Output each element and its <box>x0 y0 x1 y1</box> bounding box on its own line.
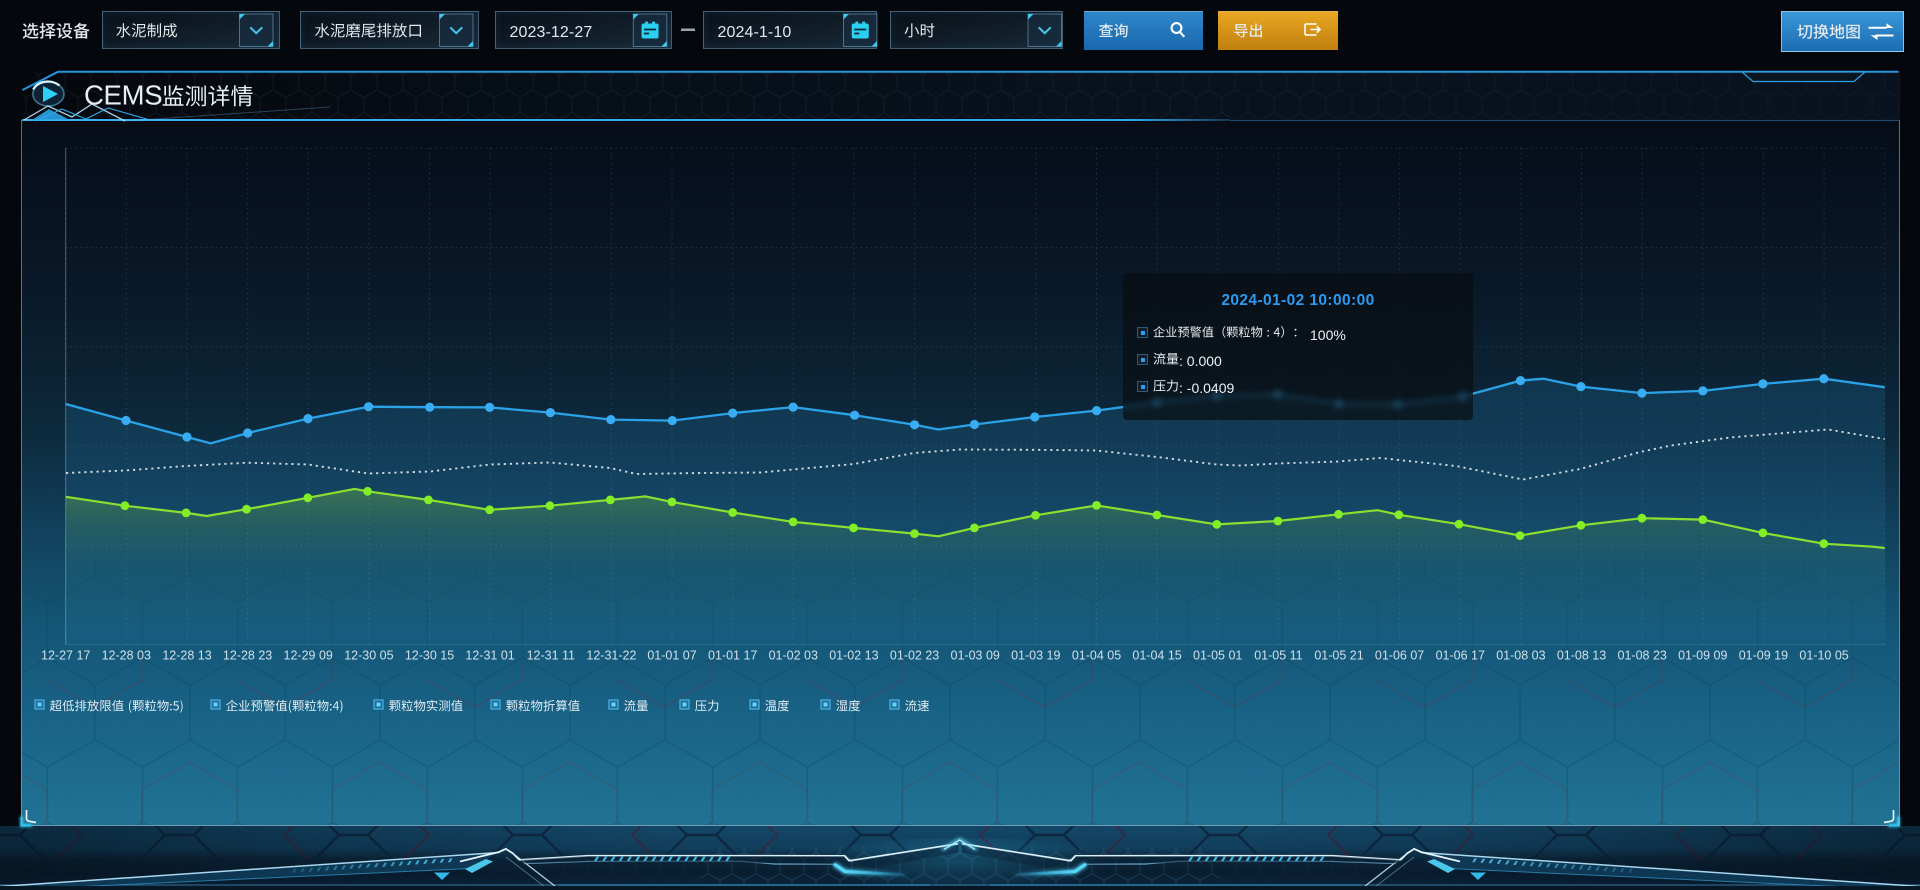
svg-text:12-29 09: 12-29 09 <box>284 649 333 663</box>
svg-text:01-01 07: 01-01 07 <box>647 649 696 663</box>
svg-text:01-08 13: 01-08 13 <box>1557 649 1606 663</box>
svg-text:01-09 19: 01-09 19 <box>1739 649 1788 663</box>
svg-text:01-06 07: 01-06 07 <box>1375 649 1424 663</box>
svg-text:01-10 05: 01-10 05 <box>1799 649 1848 663</box>
svg-text:12-28 03: 12-28 03 <box>102 649 151 663</box>
svg-text:01-04 15: 01-04 15 <box>1132 649 1181 663</box>
svg-text:12-27 17: 12-27 17 <box>41 649 90 663</box>
svg-text:01-03 19: 01-03 19 <box>1011 649 1060 663</box>
svg-text:01-05 11: 01-05 11 <box>1254 649 1302 663</box>
svg-text:01-02 23: 01-02 23 <box>890 649 939 663</box>
svg-text:01-06 17: 01-06 17 <box>1436 649 1485 663</box>
svg-text:01-05 21: 01-05 21 <box>1314 649 1363 663</box>
svg-text:01-02 13: 01-02 13 <box>829 649 878 663</box>
svg-text:12-30 05: 12-30 05 <box>344 649 393 663</box>
svg-text:12-28 13: 12-28 13 <box>162 649 211 663</box>
svg-text:01-09 09: 01-09 09 <box>1678 649 1727 663</box>
svg-text:12-31-22: 12-31-22 <box>586 649 636 663</box>
svg-text:01-03 09: 01-03 09 <box>951 649 1000 663</box>
svg-text:01-05 01: 01-05 01 <box>1193 649 1242 663</box>
svg-text:12-31 01: 12-31 01 <box>465 649 514 663</box>
svg-text:01-01 17: 01-01 17 <box>708 649 757 663</box>
svg-text:01-02 03: 01-02 03 <box>769 649 818 663</box>
svg-text:01-04 05: 01-04 05 <box>1072 649 1121 663</box>
svg-text:12-28 23: 12-28 23 <box>223 649 272 663</box>
svg-text:12-31 11: 12-31 11 <box>527 649 575 663</box>
svg-text:01-08 03: 01-08 03 <box>1496 649 1545 663</box>
svg-text:01-08 23: 01-08 23 <box>1618 649 1667 663</box>
svg-text:CEMS: CEMS <box>84 80 162 111</box>
svg-text:12-30 15: 12-30 15 <box>405 649 454 663</box>
